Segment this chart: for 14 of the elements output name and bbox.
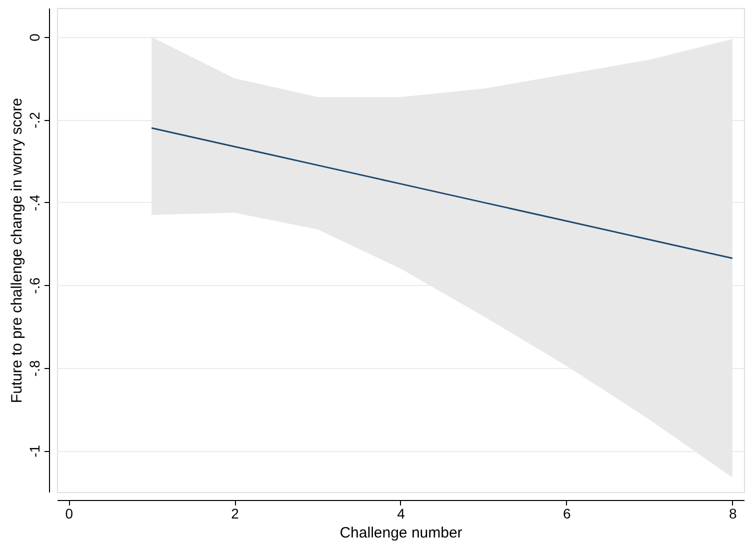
y-tick-label: -1 <box>26 444 42 458</box>
x-tick-label: 8 <box>728 506 737 522</box>
line-series <box>150 127 734 260</box>
y-tick-label: -.6 <box>26 277 42 294</box>
y-tick-label: -.2 <box>26 112 42 128</box>
x-tick-label: 2 <box>231 506 240 522</box>
y-tick-label: -.4 <box>26 194 42 212</box>
y-tick-label: 0 <box>26 33 42 42</box>
x-axis-title: Challenge number <box>340 524 462 542</box>
y-axis-title: Future to pre challenge change in worry score <box>8 98 26 404</box>
x-tick-label: 4 <box>397 506 406 522</box>
x-tick-label: 0 <box>65 506 74 522</box>
y-tick-label: -.8 <box>26 360 42 377</box>
x-tick-label: 6 <box>563 506 572 522</box>
